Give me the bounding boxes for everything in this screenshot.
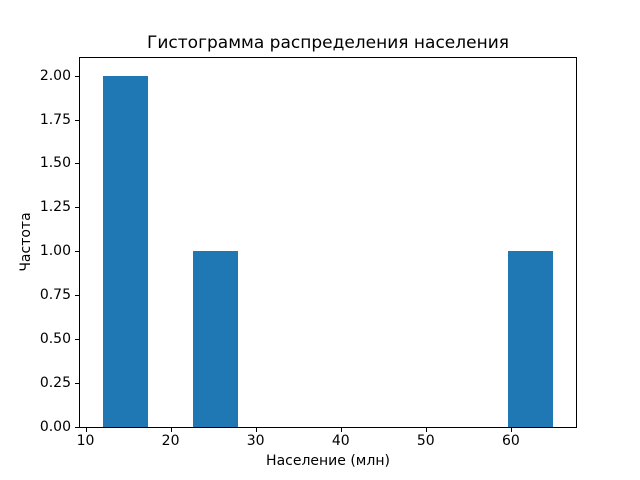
y-tick-label: 1.75 <box>39 111 71 128</box>
y-tick-label: 0.50 <box>39 331 71 348</box>
y-tick-label: 1.25 <box>39 199 71 216</box>
x-tick-mark <box>425 428 427 432</box>
y-tick-mark <box>75 207 79 209</box>
x-tick-label: 10 <box>76 433 95 449</box>
x-axis-label: Население (млн) <box>266 453 390 469</box>
x-tick-mark <box>340 428 342 432</box>
chart-title: Гистограмма распределения населения <box>147 33 509 53</box>
y-tick-mark <box>75 427 79 428</box>
histogram-bar <box>192 251 238 427</box>
x-tick-label: 40 <box>331 433 350 449</box>
x-tick-mark <box>255 428 257 432</box>
plot-area <box>80 58 576 427</box>
y-axis-label: Частота <box>18 212 34 272</box>
y-tick-mark <box>75 75 79 77</box>
y-tick-label: 0.00 <box>39 419 71 435</box>
y-tick-mark <box>75 251 79 253</box>
y-tick-mark <box>75 163 79 165</box>
y-tick-mark <box>75 383 79 385</box>
y-tick-mark <box>75 295 79 297</box>
y-tick-label: 1.50 <box>39 155 71 172</box>
x-tick-mark <box>510 428 512 432</box>
x-tick-mark <box>170 428 172 432</box>
y-tick-mark <box>75 339 79 341</box>
y-tick-label: 0.25 <box>39 375 71 392</box>
x-tick-mark <box>85 428 87 432</box>
x-tick-label: 30 <box>246 433 265 449</box>
x-tick-label: 60 <box>501 433 520 449</box>
y-tick-label: 1.00 <box>39 243 71 260</box>
x-tick-label: 50 <box>416 433 435 449</box>
histogram-bar <box>508 251 554 427</box>
y-tick-label: 2.00 <box>39 67 71 84</box>
histogram-bar <box>102 75 148 427</box>
y-tick-mark <box>75 119 79 121</box>
x-tick-label: 20 <box>161 433 180 449</box>
y-tick-label: 0.75 <box>39 287 71 304</box>
